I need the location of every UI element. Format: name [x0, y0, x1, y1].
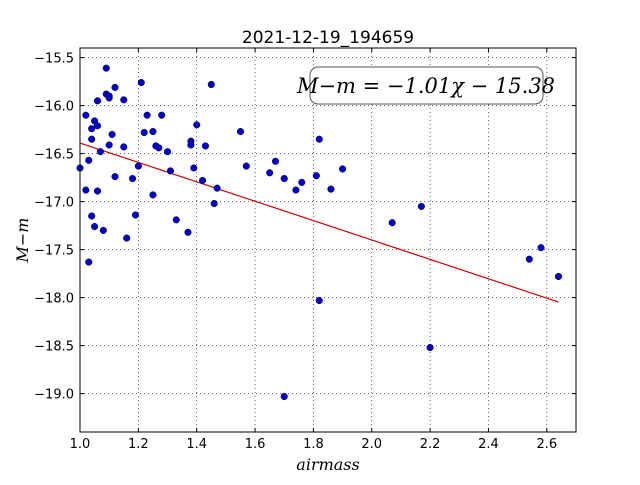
data-point — [88, 125, 96, 133]
x-tick-label: 2.4 — [478, 437, 499, 452]
data-point — [388, 219, 396, 227]
x-tick-label: 1.4 — [186, 437, 207, 452]
data-point — [120, 96, 128, 104]
data-point — [128, 175, 137, 183]
plot-frame — [79, 47, 577, 433]
data-point — [271, 157, 280, 165]
data-point — [339, 165, 347, 173]
data-point — [93, 122, 102, 130]
data-point — [236, 127, 245, 136]
y-tick-label: −18.5 — [34, 340, 74, 355]
data-point — [554, 272, 563, 281]
data-point — [187, 141, 195, 149]
data-point — [417, 202, 425, 210]
data-point — [190, 164, 198, 172]
data-points — [76, 64, 563, 401]
data-point — [292, 186, 300, 194]
y-tick-label: −16.5 — [34, 148, 74, 163]
x-tick-label: 2.6 — [536, 437, 557, 452]
x-tick-label: 1.6 — [245, 437, 266, 452]
data-point — [166, 167, 174, 175]
data-point — [82, 186, 90, 194]
data-point — [111, 173, 119, 181]
data-point — [210, 199, 218, 208]
data-point — [85, 156, 93, 164]
data-point — [85, 258, 93, 266]
x-tick-label: 1.0 — [70, 437, 91, 452]
data-point — [93, 97, 102, 105]
data-point — [158, 111, 166, 119]
data-point — [315, 135, 323, 143]
data-point — [108, 130, 116, 138]
data-point — [96, 148, 104, 156]
data-point — [327, 185, 335, 193]
fit-equation-frame — [309, 66, 544, 105]
data-point — [134, 162, 142, 170]
grid-lines — [80, 48, 576, 432]
data-point — [525, 255, 533, 263]
data-point — [198, 176, 207, 185]
data-point — [172, 216, 180, 224]
data-point — [140, 128, 148, 137]
data-point — [426, 343, 434, 352]
data-point — [131, 211, 139, 219]
y-axis-label: M−m — [13, 218, 32, 264]
data-point — [207, 80, 215, 89]
data-point — [137, 79, 145, 87]
fit-equation-text: M−m = −1.01χ − 15.38 — [296, 74, 555, 98]
data-point — [99, 226, 107, 234]
data-point — [537, 244, 545, 252]
data-point — [149, 191, 157, 199]
data-point — [82, 111, 90, 119]
x-tick-label: 2.0 — [361, 437, 382, 452]
data-point — [315, 296, 323, 305]
data-point — [91, 223, 99, 231]
data-point — [280, 175, 288, 183]
y-tick-label: −17.5 — [34, 244, 74, 259]
fit-line-layer — [79, 142, 559, 303]
axis-ticks: 1.0 1.2 1.4 1.6 1.8 2.0 2.2 2.4 2.6 −15.5 −16.0 −16… — [34, 48, 576, 452]
x-tick-label: 1.8 — [303, 437, 324, 452]
data-point — [120, 143, 128, 151]
data-point — [242, 162, 250, 170]
y-tick-label: −15.5 — [34, 52, 74, 67]
x-tick-label: 2.2 — [420, 437, 441, 452]
data-point — [123, 234, 131, 242]
data-point — [105, 92, 113, 100]
data-point — [201, 142, 210, 150]
chart-title: 2021-12-19_194659 — [242, 28, 414, 48]
x-tick-label: 1.2 — [128, 437, 149, 452]
fit-line — [79, 142, 559, 303]
data-point — [163, 148, 172, 156]
data-point — [266, 169, 274, 177]
data-point — [298, 178, 306, 186]
y-tick-label: −17.0 — [34, 196, 74, 211]
data-point — [88, 212, 96, 220]
y-tick-label: −16.0 — [34, 100, 74, 115]
data-point — [149, 127, 157, 136]
data-point — [280, 392, 288, 401]
data-point — [184, 228, 192, 236]
data-point — [143, 111, 151, 119]
data-point — [93, 187, 102, 195]
y-tick-label: −18.0 — [34, 292, 74, 307]
data-point — [111, 83, 119, 91]
data-point — [88, 135, 96, 143]
x-axis-label: airmass — [296, 455, 359, 474]
data-point — [155, 144, 163, 152]
data-point — [193, 121, 201, 129]
fit-equation-box: M−m = −1.01χ − 15.38 — [296, 66, 555, 105]
data-point — [312, 172, 320, 180]
data-point — [213, 184, 221, 192]
data-point — [105, 141, 113, 149]
data-point — [102, 64, 110, 72]
y-tick-label: −19.0 — [34, 388, 74, 403]
